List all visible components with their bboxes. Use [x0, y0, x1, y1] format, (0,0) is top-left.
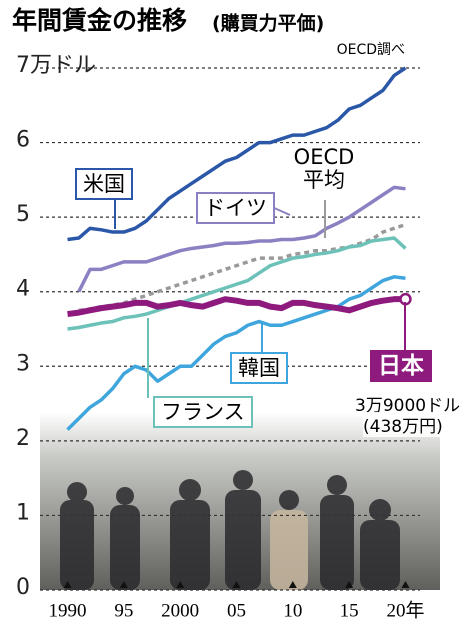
- y-tick-label: 3: [16, 351, 30, 376]
- value-annotation: (438万円): [363, 412, 443, 437]
- x-tick-mark: [345, 581, 354, 588]
- series-label: OECD平均: [292, 145, 356, 192]
- source: OECD調べ: [337, 42, 405, 58]
- x-tick-mark: [63, 581, 72, 588]
- series-line: [67, 296, 406, 318]
- x-tick-label: 2000: [161, 600, 199, 621]
- series-label: ドイツ: [196, 192, 275, 224]
- series-label: 韓国: [230, 352, 288, 384]
- series-label: 米国: [75, 168, 133, 200]
- y-tick-label: 0: [16, 575, 30, 600]
- x-tick-mark: [401, 581, 410, 588]
- x-tick-mark: [176, 581, 185, 588]
- series-line: [67, 236, 407, 331]
- x-tick-mark: [288, 581, 297, 588]
- value-annotation: 3万9000ドル: [355, 391, 461, 416]
- series-line: [77, 185, 406, 293]
- series-label: 日本: [370, 350, 432, 382]
- label-leader: [271, 206, 291, 216]
- y-tick-label: 2: [16, 426, 30, 451]
- chart-subtitle: (購買力平価): [212, 12, 324, 35]
- x-tick-label: 05: [227, 600, 246, 621]
- y-tick-label: 1: [16, 500, 30, 525]
- series-line: [67, 66, 407, 242]
- x-tick-label: 10: [283, 600, 302, 621]
- chart-title: 年間賃金の推移: [12, 6, 187, 35]
- y-tick-label: 7万ドル: [16, 53, 96, 78]
- x-tick-label: 95: [114, 600, 133, 621]
- x-tick-mark: [232, 581, 241, 588]
- x-tick-label: 1990: [49, 600, 87, 621]
- x-tick-label: 20年: [386, 599, 424, 621]
- y-tick-label: 6: [16, 128, 30, 153]
- series-label: フランス: [153, 396, 253, 428]
- y-tick-label: 5: [16, 202, 30, 227]
- series-line: [66, 275, 406, 431]
- x-tick-mark: [119, 581, 128, 588]
- y-tick-label: 4: [16, 277, 30, 302]
- x-tick-label: 15: [340, 600, 359, 621]
